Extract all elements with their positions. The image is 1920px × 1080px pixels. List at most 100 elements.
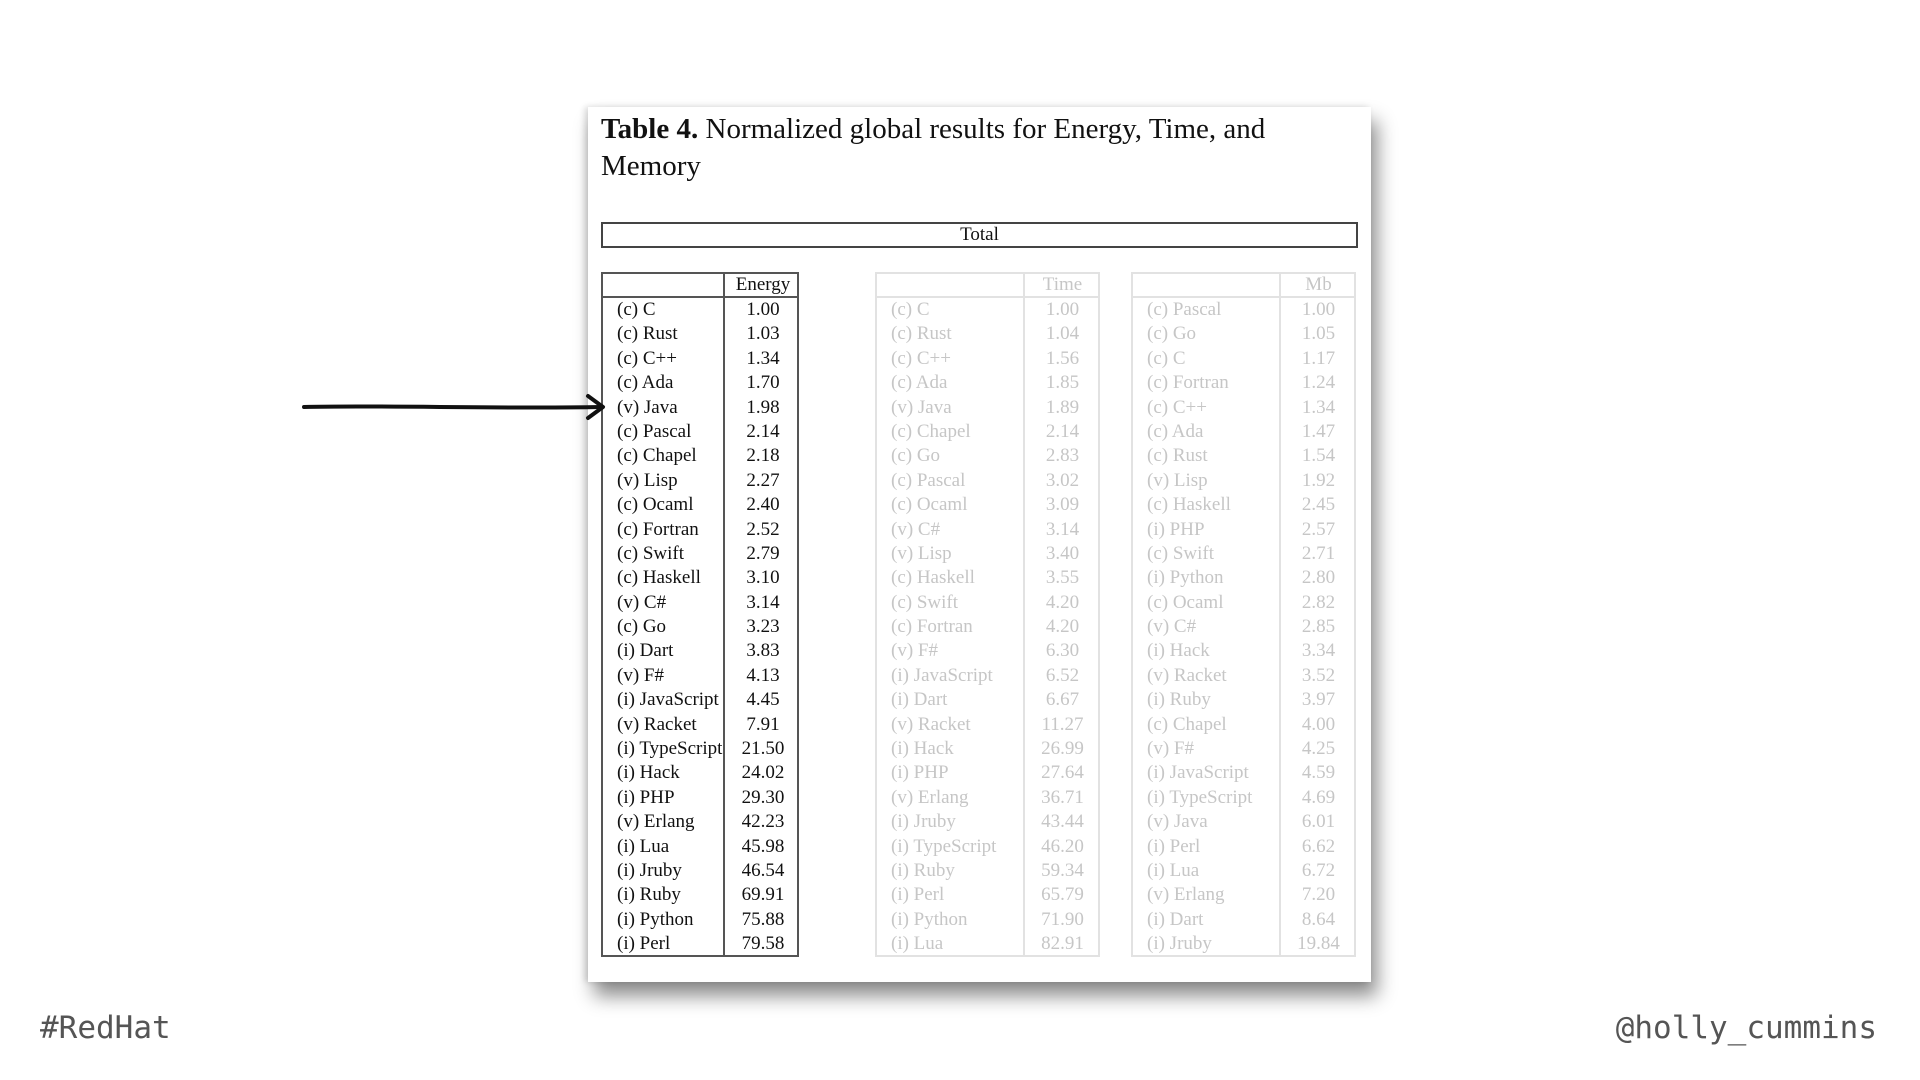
language-name: (c) Pascal — [1147, 299, 1222, 320]
memory-column-header: Mb — [1305, 274, 1332, 295]
time-value: 1.56 — [1045, 347, 1080, 369]
language-name: (i) JavaScript — [1147, 762, 1249, 784]
table-row: (v) Racket 3.52 — [1133, 664, 1354, 688]
language-name: (v) F# — [1147, 738, 1194, 760]
language-name: (v) Erlang — [891, 786, 969, 808]
table-row: (v) Erlang 42.23 — [603, 810, 797, 834]
language-name: (i) Perl — [1147, 835, 1201, 857]
language-name: (v) C# — [891, 518, 941, 540]
energy-value: 1.34 — [746, 347, 780, 369]
table-row: (i) JavaScript 4.59 — [1133, 761, 1354, 785]
energy-value: 7.91 — [746, 713, 780, 735]
language-name: (i) JavaScript — [617, 689, 719, 711]
memory-value: 2.80 — [1301, 567, 1336, 589]
time-value: 36.71 — [1041, 786, 1084, 808]
memory-value: 19.84 — [1297, 933, 1340, 955]
language-name: (v) Lisp — [891, 542, 952, 564]
table-row: (c) Swift 4.20 — [877, 591, 1098, 615]
language-name: (i) TypeScript — [617, 738, 723, 760]
table-header-row — [877, 274, 1098, 298]
table-row: (i) Perl 6.62 — [1133, 835, 1354, 859]
table-row: (c) Chapel 2.14 — [877, 420, 1098, 444]
memory-value: 1.34 — [1301, 396, 1336, 418]
memory-value: 8.64 — [1301, 908, 1336, 930]
time-value: 71.90 — [1041, 908, 1084, 930]
language-name: (i) PHP — [891, 762, 949, 784]
energy-table: Energy (c) C 1.00 (c) Rust 1.03 (c) C++ 1.34(… — [601, 272, 799, 957]
table-row: (i) PHP 2.57 — [1133, 518, 1354, 542]
table-row: (c) Ada 1.47 — [1133, 420, 1354, 444]
table-row: (i) Python 75.88 — [603, 908, 797, 932]
table-row: (i) Python 71.90 — [877, 908, 1098, 932]
paper-excerpt: Table 4. Normalized global results for E… — [588, 107, 1371, 982]
memory-value: 6.01 — [1301, 811, 1336, 833]
table-row: (c) Pascal 3.02 — [877, 469, 1098, 493]
table-row: (i) PHP 27.64 — [877, 761, 1098, 785]
energy-value: 2.52 — [746, 518, 780, 540]
memory-value: 6.62 — [1301, 835, 1336, 857]
language-name: (v) Racket — [1147, 664, 1227, 686]
table-row: (c) Chapel 2.18 — [603, 444, 797, 468]
language-name: (c) Swift — [891, 591, 959, 613]
table-row: (c) C 1.00 — [603, 298, 797, 322]
energy-value: 3.23 — [746, 616, 780, 638]
energy-value: 1.70 — [746, 372, 780, 394]
language-name: (i) Perl — [891, 884, 945, 906]
table-row: (i) Ruby 69.91 — [603, 883, 797, 907]
memory-value: 3.52 — [1301, 664, 1336, 686]
table-row: (v) Racket 7.91 — [603, 713, 797, 737]
table-row: (c) Rust 1.03 — [603, 322, 797, 346]
memory-value: 3.34 — [1301, 640, 1336, 662]
time-value: 1.89 — [1045, 396, 1080, 418]
language-name: (c) Ada — [1147, 420, 1204, 442]
memory-value: 2.45 — [1301, 494, 1336, 516]
time-value: 59.34 — [1041, 859, 1084, 881]
table-row: (i) Ruby 3.97 — [1133, 688, 1354, 712]
table-row: (i) Lua 45.98 — [603, 835, 797, 859]
time-value: 6.67 — [1045, 689, 1080, 711]
table-row: (c) Ada 1.70 — [603, 371, 797, 395]
time-table: Time (c) C 1.00 (c) Rust 1.04 (c) C++ 1.56 (c)… — [875, 272, 1100, 957]
table-row: (c) Rust 1.04 — [877, 322, 1098, 346]
table-row: (v) Java 6.01 — [1133, 810, 1354, 834]
table-row: (c) Fortran 2.52 — [603, 518, 797, 542]
table-row: (c) Ada 1.85 — [877, 371, 1098, 395]
energy-value: 1.03 — [746, 323, 780, 345]
table-row: (i) Perl 79.58 — [603, 932, 797, 956]
language-name: (c) C — [1147, 347, 1186, 369]
language-name: (i) TypeScript — [1147, 786, 1253, 808]
table-row: (v) F# 4.13 — [603, 664, 797, 688]
time-value: 26.99 — [1041, 738, 1084, 760]
energy-value: 2.18 — [746, 445, 780, 467]
time-value: 3.14 — [1045, 518, 1080, 540]
language-name: (v) C# — [1147, 616, 1197, 638]
table-row: (i) PHP 29.30 — [603, 786, 797, 810]
language-name: (i) Dart — [617, 640, 674, 662]
table-number: Table 4. — [601, 113, 699, 145]
language-name: (c) Go — [617, 616, 667, 638]
table-row: (i) Lua 82.91 — [877, 932, 1098, 956]
language-name: (v) Java — [617, 396, 678, 418]
table-row: (i) Dart 3.83 — [603, 639, 797, 663]
energy-value: 42.23 — [741, 811, 785, 833]
table-header-row — [1133, 274, 1354, 298]
table-row: (c) C++ 1.56 — [877, 347, 1098, 371]
table-row: (v) Java 1.89 — [877, 396, 1098, 420]
table-row: (v) Lisp 3.40 — [877, 542, 1098, 566]
table-row: (v) Erlang 7.20 — [1133, 883, 1354, 907]
table-row: (i) Ruby 59.34 — [877, 859, 1098, 883]
language-name: (c) Rust — [891, 323, 952, 345]
time-value: 3.02 — [1045, 469, 1080, 491]
language-name: (c) C — [891, 299, 930, 320]
language-name: (i) Ruby — [617, 884, 681, 906]
memory-value: 3.97 — [1301, 689, 1336, 711]
language-name: (c) Swift — [617, 542, 685, 564]
language-name: (v) Java — [891, 396, 952, 418]
time-value: 2.14 — [1045, 420, 1080, 442]
table-row: (c) Ocaml 2.40 — [603, 493, 797, 517]
time-value: 6.30 — [1045, 640, 1080, 662]
table-row: (c) C 1.00 — [877, 298, 1098, 322]
table-row: (i) TypeScript 4.69 — [1133, 786, 1354, 810]
language-name: (c) C++ — [891, 347, 951, 369]
time-value: 65.79 — [1041, 884, 1084, 906]
